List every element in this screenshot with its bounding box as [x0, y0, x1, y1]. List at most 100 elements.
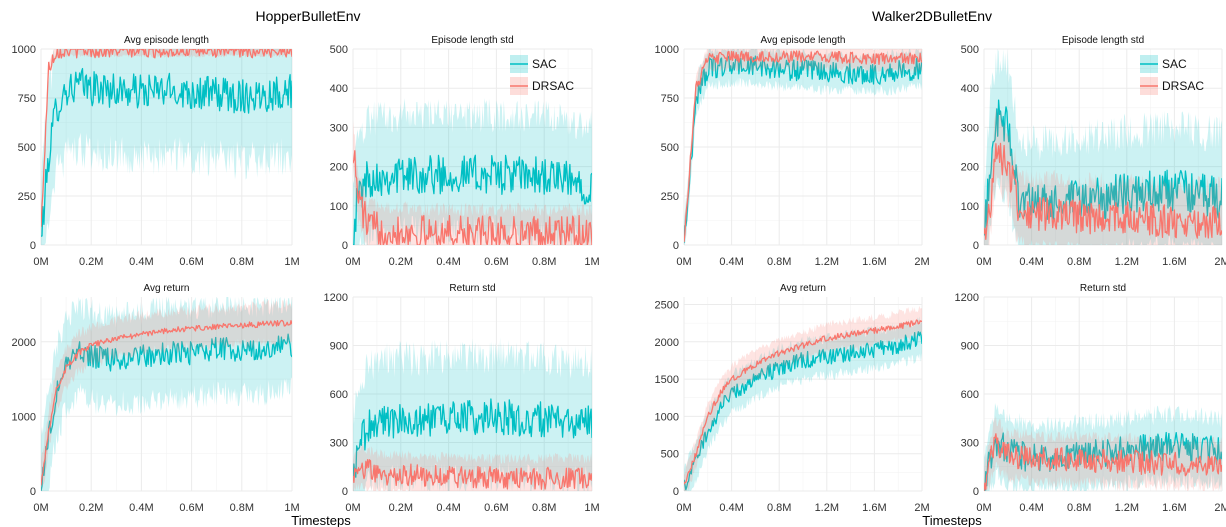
y-tick-label: 300: [330, 438, 348, 450]
x-tick-label: 0.6M: [179, 256, 203, 268]
x-tick-label: 0.4M: [1019, 256, 1043, 268]
x-tick-label: 1.2M: [1115, 502, 1139, 514]
legend-label: DRSAC: [532, 79, 574, 93]
series-line-sac: [684, 54, 922, 244]
y-tick-label: 1200: [955, 292, 979, 304]
x-tick-label: 0.8M: [532, 502, 556, 514]
x-tick-label: 1.2M: [815, 502, 839, 514]
x-tick-label: 1M: [284, 502, 299, 514]
y-tick-label: 100: [961, 201, 979, 213]
x-tick-label: 1.2M: [1115, 256, 1139, 268]
series-line-sac: [353, 398, 592, 481]
y-tick-label: 1200: [324, 292, 348, 304]
x-tick-label: 0.4M: [129, 502, 153, 514]
chart-panel: 0M 0.4M 0.8M 1.2M 1.6M 2M 0 500 1000 1500 2000 2500…: [655, 283, 930, 514]
x-tick-label: 0.8M: [767, 502, 791, 514]
x-tick-label: 0M: [676, 502, 691, 514]
series-layer: [41, 49, 292, 245]
chart-panel: 0M 0.4M 0.8M 1.2M 1.6M 2M 0 100 200 300 400 500 Epis…: [961, 35, 1226, 268]
x-tick-label: 0.8M: [230, 256, 254, 268]
x-tick-label: 2M: [914, 256, 929, 268]
x-tick-label: 0.4M: [719, 256, 743, 268]
legend-label: SAC: [1162, 57, 1187, 71]
confidence-band-drsac: [41, 299, 292, 491]
y-tick-label: 0: [30, 486, 36, 498]
y-tick-label: 0: [30, 240, 36, 252]
x-tick-label: 0.8M: [1067, 256, 1091, 268]
group-title-hopper: HopperBulletEnv: [255, 8, 360, 24]
y-tick-label: 200: [330, 162, 348, 174]
subplot-title: Avg episode length: [761, 35, 846, 46]
y-tick-label: 300: [330, 122, 348, 134]
chart-panel: 0M 0.4M 0.8M 1.2M 1.6M 2M 0 300 600 900 1200 Return…: [955, 283, 1226, 514]
x-tick-label: 2M: [1214, 502, 1226, 514]
x-tick-label: 0.6M: [179, 502, 203, 514]
legend: SAC DRSAC: [510, 55, 574, 95]
series-layer: [684, 49, 922, 245]
x-tick-label: 0.2M: [389, 256, 413, 268]
y-tick-label: 900: [330, 341, 348, 353]
series-line-sac: [41, 333, 292, 491]
series-line-drsac: [41, 319, 292, 486]
series-layer: [984, 403, 1222, 491]
x-tick-label: 0.8M: [1067, 502, 1091, 514]
x-tick-label: 1.6M: [1162, 256, 1186, 268]
series-line-drsac: [353, 458, 592, 490]
x-tick-label: 1M: [584, 256, 599, 268]
series-layer: [684, 305, 922, 491]
series-line-sac: [984, 431, 1222, 491]
y-tick-label: 500: [18, 142, 36, 154]
x-tick-label: 1.6M: [862, 502, 886, 514]
y-tick-label: 0: [342, 486, 348, 498]
y-tick-label: 1000: [12, 411, 36, 423]
x-tick-label: 0.8M: [532, 256, 556, 268]
chart-panel: 0M 0.2M 0.4M 0.6M 0.8M 1M 0 100 200 300 400 500 Epis…: [330, 35, 600, 268]
y-tick-label: 0: [342, 240, 348, 252]
x-tick-label: 2M: [914, 502, 929, 514]
x-tick-label: 0.2M: [79, 502, 103, 514]
series-line-sac: [353, 154, 592, 245]
subplot-title: Avg episode length: [124, 35, 209, 46]
chart-panel: 0M 0.2M 0.4M 0.6M 0.8M 1M 0 300 600 900 1200 Return…: [324, 283, 600, 514]
subplot-title: Avg return: [144, 283, 190, 294]
series-line-drsac: [353, 150, 592, 245]
x-tick-label: 0M: [345, 256, 360, 268]
x-tick-label: 0.2M: [389, 502, 413, 514]
x-tick-label: 0.4M: [129, 256, 153, 268]
series-layer: [353, 98, 592, 245]
series-line-sac: [984, 99, 1222, 236]
y-tick-label: 1000: [655, 411, 679, 423]
chart-panel: 0M 0.4M 0.8M 1.2M 1.6M 2M 0 250 500 750 1000 Avg ep…: [655, 35, 930, 268]
x-tick-label: 0M: [33, 502, 48, 514]
x-tick-label: 0.4M: [436, 256, 460, 268]
y-tick-label: 1000: [655, 44, 679, 56]
y-tick-label: 1500: [655, 374, 679, 386]
x-tick-label: 0M: [33, 256, 48, 268]
legend-label: SAC: [532, 57, 557, 71]
series-line-drsac: [41, 49, 292, 227]
y-tick-label: 500: [330, 44, 348, 56]
subplot-title: Return std: [449, 283, 495, 294]
series-layer: [353, 337, 592, 491]
y-tick-label: 400: [961, 83, 979, 95]
x-tick-label: 0M: [976, 256, 991, 268]
y-tick-label: 400: [330, 83, 348, 95]
y-tick-label: 1000: [12, 44, 36, 56]
y-tick-label: 300: [961, 122, 979, 134]
y-tick-label: 750: [661, 93, 679, 105]
x-tick-label: 1.6M: [1162, 502, 1186, 514]
series-layer: [41, 297, 292, 491]
y-tick-label: 300: [961, 438, 979, 450]
chart-panel: 0M 0.2M 0.4M 0.6M 0.8M 1M 0 250 500 750 1000 Avg ep…: [12, 35, 300, 268]
x-tick-label: 1M: [284, 256, 299, 268]
x-tick-label: 0M: [345, 502, 360, 514]
x-tick-label: 1.6M: [862, 256, 886, 268]
confidence-band-drsac: [353, 120, 592, 245]
y-tick-label: 250: [18, 191, 36, 203]
x-tick-label: 0M: [676, 256, 691, 268]
x-tick-label: 1.2M: [815, 256, 839, 268]
y-tick-label: 2500: [655, 299, 679, 311]
series-line-drsac: [984, 433, 1222, 491]
